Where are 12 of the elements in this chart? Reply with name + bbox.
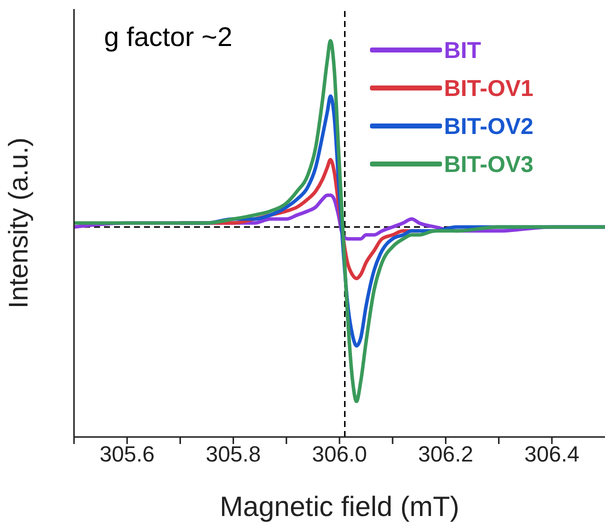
legend-label: BIT-OV3 [444, 150, 534, 178]
legend-label: BIT-OV2 [444, 112, 534, 140]
x-tick-label: 305.6 [100, 442, 155, 467]
x-axis-title: Magnetic field (mT) [220, 491, 460, 522]
x-tick-label: 306.2 [418, 442, 474, 467]
x-tick-label: 306.0 [312, 442, 368, 467]
legend-label: BIT-OV1 [444, 74, 534, 102]
annotation: g factor ~2 [104, 22, 232, 53]
legend-label: BIT [444, 36, 482, 64]
x-tick-label: 305.8 [206, 442, 261, 467]
x-tick-label: 306.4 [524, 442, 580, 467]
y-axis-title: Intensity (a.u.) [4, 137, 34, 309]
